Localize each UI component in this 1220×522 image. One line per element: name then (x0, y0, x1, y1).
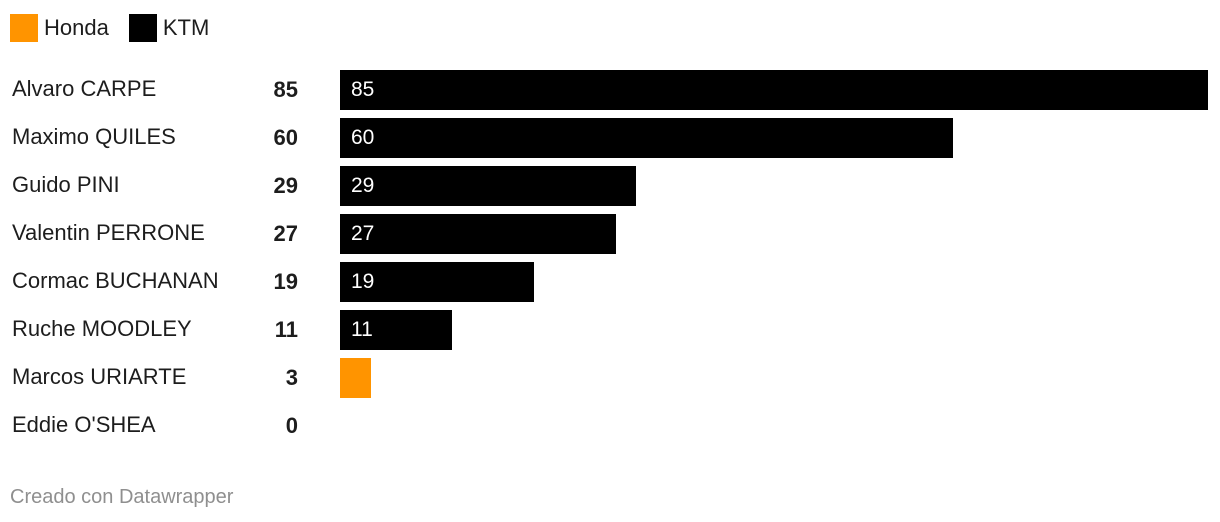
bar-value-label: 19 (351, 270, 375, 293)
points-total: 27 (273, 221, 298, 246)
rider-name: Marcos URIARTE (12, 364, 187, 389)
legend-swatch-honda (10, 14, 38, 42)
rider-name: Cormac BUCHANAN (12, 268, 219, 293)
bar (340, 358, 371, 398)
points-total: 3 (285, 365, 298, 390)
points-total: 19 (273, 269, 298, 294)
points-total: 29 (273, 173, 298, 198)
legend-item-ktm: KTM (128, 14, 210, 42)
rider-name: Alvaro CARPE (12, 76, 157, 101)
bar-value-label: 27 (351, 222, 375, 245)
bar: 85 (340, 70, 1208, 110)
rider-name: Eddie O'SHEA (12, 412, 156, 437)
rider-name: Ruche MOODLEY (12, 316, 192, 341)
bar-row: Maximo QUILES 60 60 (0, 118, 1220, 158)
bar: 11 (340, 310, 452, 350)
bar-row: Guido PINI 29 29 (0, 166, 1220, 206)
bar-row: Valentin PERRONE 27 27 (0, 214, 1220, 254)
bar: 60 (340, 118, 953, 158)
bar-value-label: 60 (351, 126, 375, 149)
bar-chart: Alvaro CARPE 85 85 Maximo QUILES 60 60 Guido P… (0, 70, 1220, 446)
bar-row: Cormac BUCHANAN 19 19 (0, 262, 1220, 302)
legend-label-honda: Honda (44, 15, 109, 40)
points-total: 85 (273, 77, 298, 102)
points-total: 11 (274, 317, 298, 342)
points-total: 0 (285, 413, 298, 438)
bar-value-label: 29 (351, 174, 375, 197)
rider-name: Guido PINI (12, 172, 120, 197)
rider-name: Maximo QUILES (12, 124, 176, 149)
bar: 27 (340, 214, 616, 254)
datawrapper-credit: Creado con Datawrapper (10, 486, 234, 508)
bar-row: Marcos URIARTE 3 (0, 358, 1220, 398)
legend-swatch-ktm (128, 14, 157, 42)
points-total: 60 (273, 125, 298, 150)
rider-name: Valentin PERRONE (12, 220, 205, 245)
bar-row: Eddie O'SHEA 0 (0, 406, 1220, 446)
legend-label-ktm: KTM (162, 15, 210, 40)
bar-row: Ruche MOODLEY 11 11 (0, 310, 1220, 350)
bar-value-label: 11 (351, 318, 373, 341)
bar: 19 (340, 262, 534, 302)
bar-row: Alvaro CARPE 85 85 (0, 70, 1220, 110)
bar-value-label: 85 (351, 78, 375, 101)
legend-item-honda: Honda (10, 14, 109, 42)
bar: 29 (340, 166, 636, 206)
chart-legend: Honda KTM (10, 13, 229, 43)
